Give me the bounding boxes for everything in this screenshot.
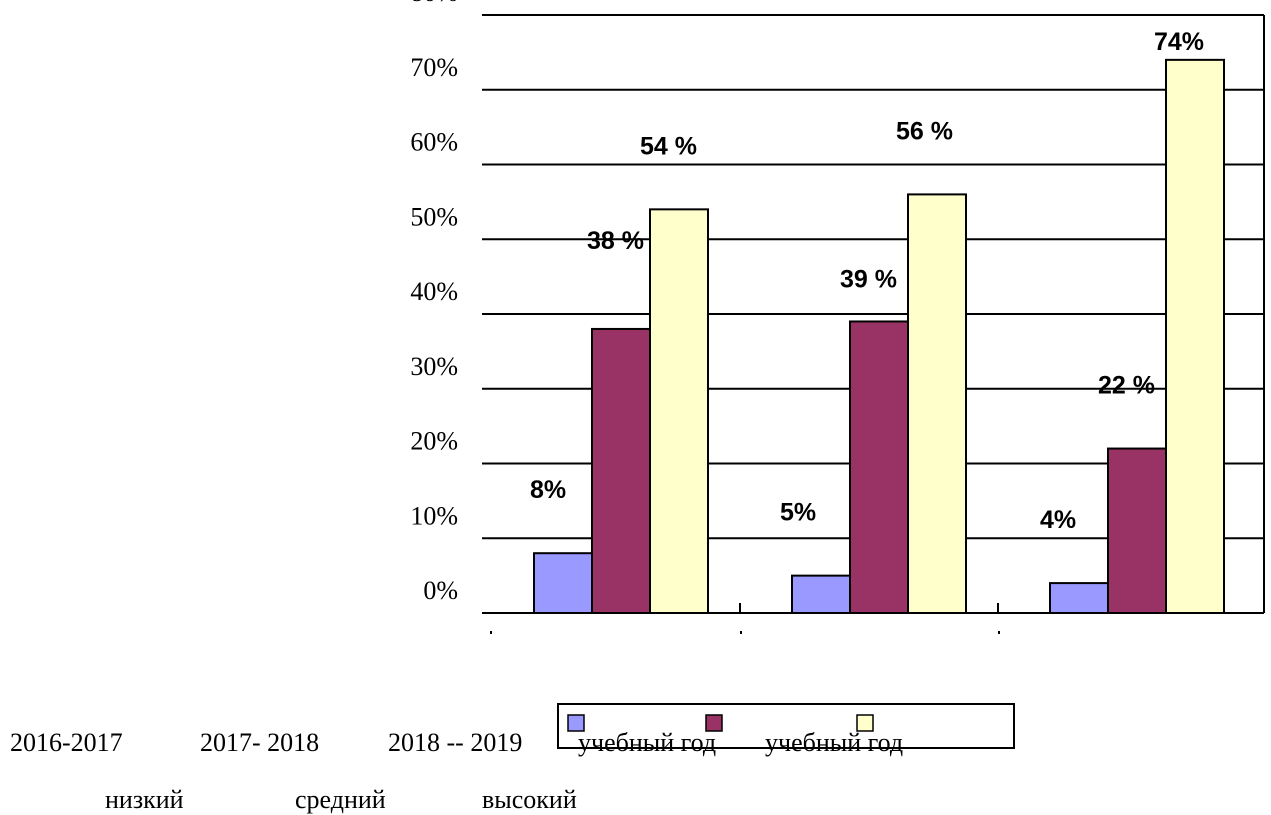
bar xyxy=(533,552,593,615)
bar xyxy=(907,193,967,614)
legend-swatch xyxy=(567,714,585,732)
axis-dot xyxy=(740,631,742,634)
axes xyxy=(482,14,1265,634)
data-label: 38 % xyxy=(587,227,644,255)
axis-dot xyxy=(490,631,492,634)
y-tick-label: 50% xyxy=(410,202,458,231)
data-label: 5% xyxy=(780,499,816,527)
bar xyxy=(849,320,909,614)
y-tick-label: 10% xyxy=(410,501,458,530)
legend-label-high: высокий xyxy=(482,785,577,814)
y-tick-label: 20% xyxy=(410,427,458,456)
axis-dot xyxy=(998,631,1000,634)
y-tick-label: 30% xyxy=(410,352,458,381)
y-tick-label: 70% xyxy=(410,53,458,82)
data-label: 8% xyxy=(530,476,566,504)
y-tick-label: 80% xyxy=(410,0,458,7)
category-suffix-2: учебный год xyxy=(765,728,904,757)
legend-box xyxy=(557,703,1015,749)
legend-swatch xyxy=(856,714,874,732)
data-label: 54 % xyxy=(640,132,697,160)
bar xyxy=(791,574,851,614)
y-tick-labels: 0% 10% 20% 30% 40% 50% 60% 70% 80% xyxy=(410,0,458,605)
y-tick-label: 40% xyxy=(410,277,458,306)
data-labels: 8% 5% 4% 38 % 39 % 22 % 54 % 56 % 74% xyxy=(530,28,1204,534)
category-label-2: 2017- 2018 xyxy=(200,728,320,757)
category-label-3: 2018 -- 2019 xyxy=(388,728,523,757)
y-tick-label: 60% xyxy=(410,128,458,157)
data-label: 22 % xyxy=(1098,372,1155,400)
data-label: 39 % xyxy=(840,265,897,293)
bar xyxy=(1107,447,1167,614)
bars-group xyxy=(533,58,1225,615)
legend-label-low: низкий xyxy=(105,785,184,814)
category-suffix-1: учебный год xyxy=(578,728,717,757)
bar xyxy=(649,208,709,614)
legend xyxy=(557,703,1015,749)
legend-label-medium: средний xyxy=(295,785,386,814)
y-tick-label: 0% xyxy=(423,576,458,605)
bar xyxy=(1049,582,1109,614)
category-label-1: 2016-2017 xyxy=(10,728,123,757)
bar xyxy=(591,327,651,614)
data-label: 4% xyxy=(1040,506,1076,534)
bar xyxy=(1165,58,1225,615)
data-label: 56 % xyxy=(896,117,953,145)
data-label: 74% xyxy=(1154,28,1204,56)
legend-swatch xyxy=(705,714,723,732)
